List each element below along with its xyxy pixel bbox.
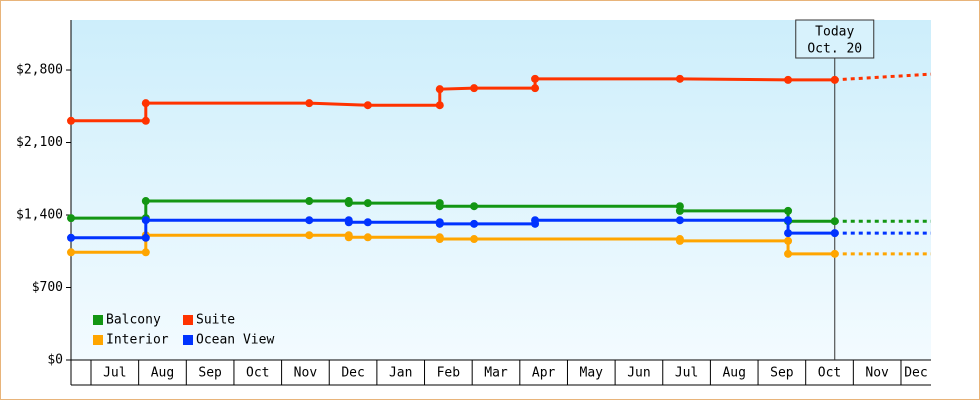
data-point (784, 249, 793, 258)
data-point (784, 75, 793, 84)
data-point (470, 219, 479, 228)
data-point (470, 84, 479, 93)
x-tick-label: Dec (904, 366, 927, 381)
legend-swatch (93, 335, 103, 345)
x-tick-label: Aug (151, 366, 174, 381)
data-point (141, 197, 150, 206)
data-point (435, 202, 444, 211)
legend-swatch (183, 315, 193, 325)
y-tick-label: $1,400 (16, 208, 63, 223)
series-projection (834, 72, 932, 82)
y-tick-label: $0 (47, 353, 63, 368)
x-tick-label: Nov (294, 366, 318, 381)
data-point (344, 233, 353, 242)
data-point (67, 248, 75, 257)
data-point (784, 236, 793, 245)
data-point (830, 229, 839, 238)
data-point (830, 75, 839, 84)
x-tick-label: Dec (341, 366, 364, 381)
legend-swatch (183, 335, 193, 345)
y-tick-label: $2,800 (16, 63, 63, 78)
data-point (67, 116, 75, 125)
data-point (470, 235, 479, 244)
data-point (830, 217, 839, 226)
data-point (784, 206, 793, 215)
x-tick-label: Jul (675, 366, 698, 381)
data-point (141, 99, 150, 108)
data-point (141, 216, 150, 225)
x-tick-label: Sep (198, 366, 222, 381)
x-tick-label: Jul (103, 366, 126, 381)
data-point (305, 216, 314, 225)
x-tick-label: Oct (818, 366, 841, 381)
plot-area (71, 20, 931, 360)
x-tick-label: Jan (389, 366, 412, 381)
data-point (141, 233, 150, 242)
data-point (435, 219, 444, 228)
legend-label: Ocean View (196, 333, 274, 348)
x-tick-label: Mar (484, 366, 508, 381)
x-tick-label: Feb (437, 366, 461, 381)
x-tick-label: Sep (770, 366, 794, 381)
y-tick-label: $2,100 (16, 135, 63, 150)
data-point (435, 85, 444, 94)
legend-swatch (93, 315, 103, 325)
data-point (675, 74, 684, 83)
x-tick-label: Aug (722, 366, 745, 381)
legend-label: Suite (196, 313, 235, 328)
data-point (363, 218, 372, 227)
data-point (675, 216, 684, 225)
legend-label: Interior (106, 333, 169, 348)
today-box (795, 19, 875, 59)
data-point (305, 197, 314, 206)
data-point (531, 84, 540, 93)
x-tick-label: Oct (246, 366, 269, 381)
data-point (531, 216, 540, 225)
x-tick-label: Jun (627, 366, 650, 381)
y-tick-label: $700 (32, 280, 63, 295)
legend-label: Balcony (106, 313, 161, 328)
data-point (435, 101, 444, 110)
data-point (363, 199, 372, 208)
x-tick-label: May (580, 366, 604, 381)
data-point (344, 218, 353, 227)
data-point (470, 202, 479, 211)
data-point (363, 101, 372, 110)
data-point (830, 249, 839, 258)
today-label: Today (815, 25, 854, 40)
data-point (784, 216, 793, 225)
data-point (784, 229, 793, 238)
data-point (531, 74, 540, 83)
data-point (141, 248, 150, 257)
data-point (675, 206, 684, 215)
data-point (305, 99, 314, 108)
data-point (67, 233, 75, 242)
data-point (675, 236, 684, 245)
x-tick-label: Apr (532, 366, 556, 381)
data-point (305, 231, 314, 240)
x-tick-label: Nov (865, 366, 889, 381)
data-point (67, 214, 75, 223)
data-point (363, 233, 372, 242)
data-point (344, 199, 353, 208)
today-date: Oct. 20 (807, 42, 862, 57)
data-point (435, 235, 444, 244)
data-point (141, 116, 150, 125)
